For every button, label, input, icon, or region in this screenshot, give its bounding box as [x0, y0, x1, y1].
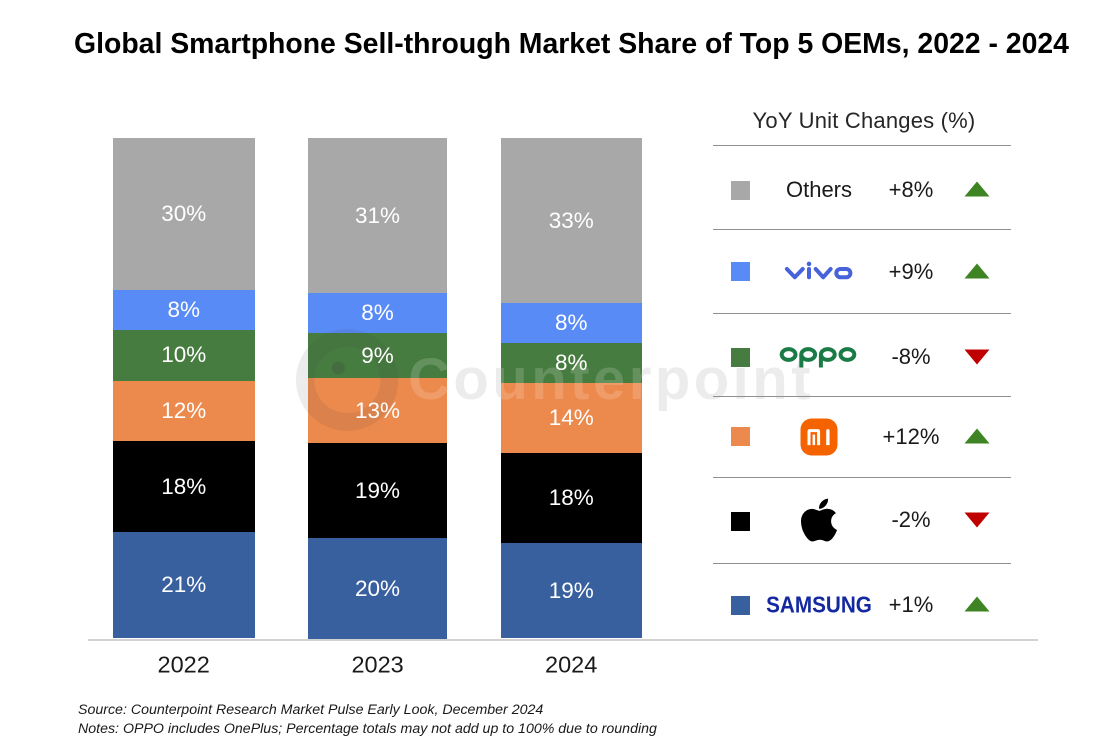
svg-text:Counterpoint: Counterpoint — [408, 347, 447, 412]
svg-text:Counterpoint: Counterpoint — [501, 347, 642, 412]
